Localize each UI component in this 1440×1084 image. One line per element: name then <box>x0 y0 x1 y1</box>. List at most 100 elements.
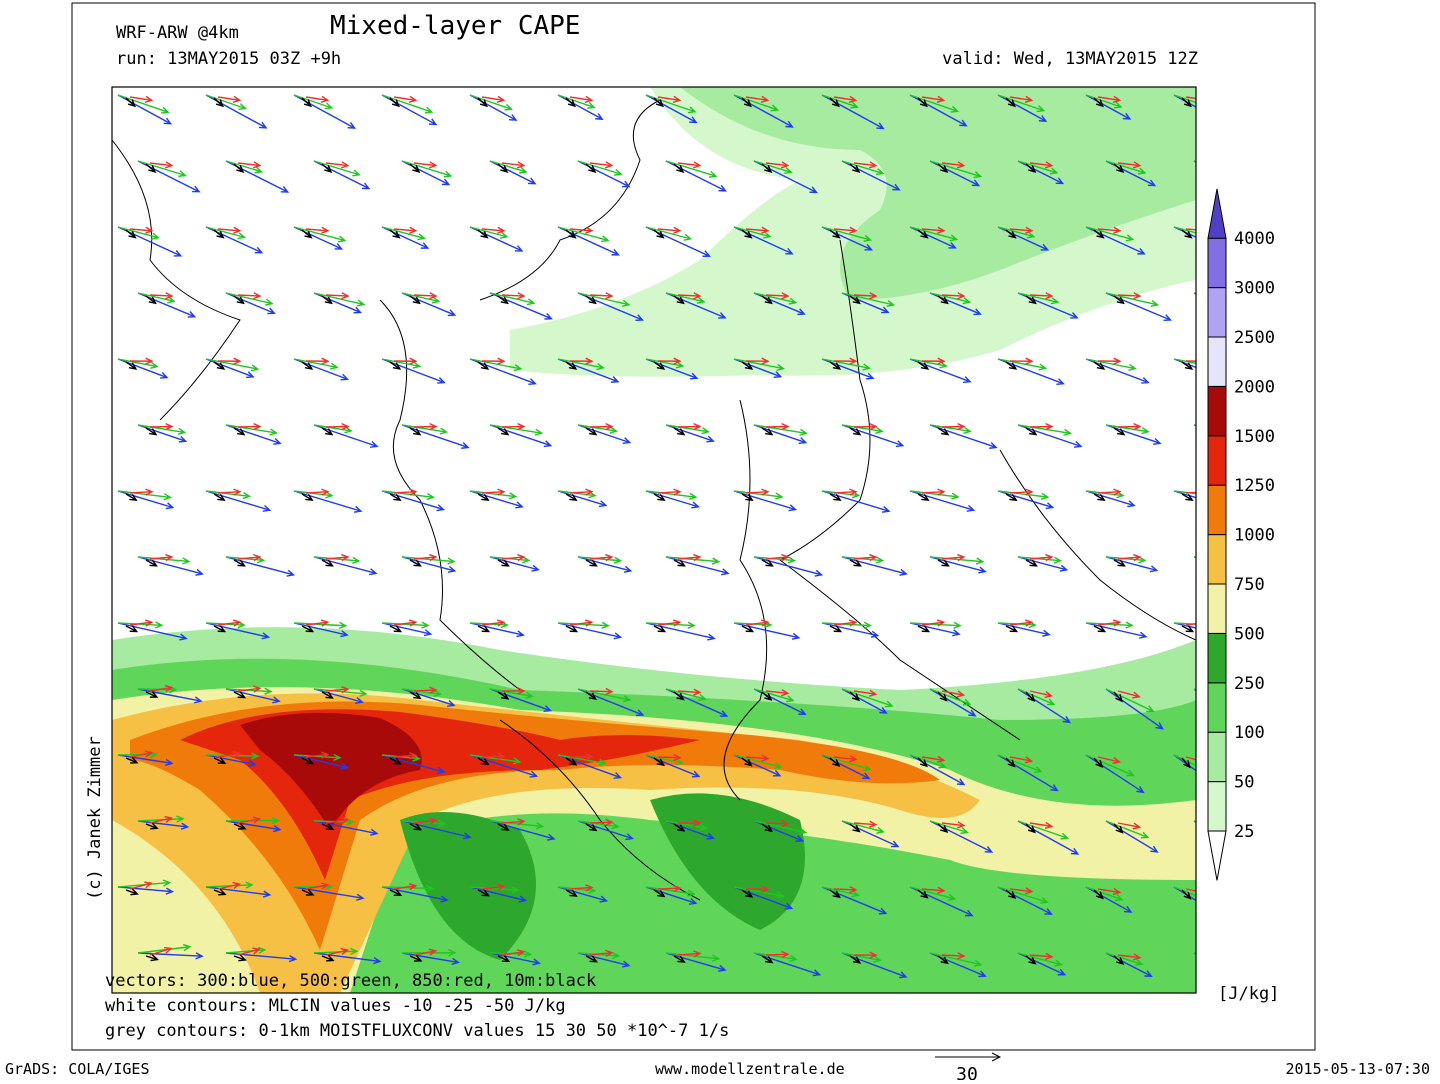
wind-arrow <box>741 889 754 898</box>
wind-arrow <box>413 423 438 431</box>
wind-arrow <box>1105 424 1150 435</box>
wind-arrow <box>665 952 721 962</box>
wind-arrow <box>1185 96 1196 100</box>
wind-arrow <box>577 952 631 968</box>
wind-arrow <box>125 493 138 502</box>
wind-arrow <box>205 358 260 372</box>
wind-arrow <box>921 886 946 894</box>
wind-arrow <box>853 553 878 562</box>
wind-arrow <box>909 226 959 242</box>
wind-arrow <box>1173 622 1196 625</box>
wind-arrow <box>853 820 878 828</box>
wind-arrow <box>645 621 696 629</box>
wind-arrow <box>477 889 491 897</box>
wind-arrow <box>909 622 961 637</box>
wind-arrow <box>917 625 931 633</box>
wind-arrow <box>909 754 947 769</box>
wind-arrow <box>645 358 685 369</box>
wind-arrow <box>565 493 578 502</box>
wind-arrow <box>753 424 808 445</box>
wind-arrow <box>821 226 873 242</box>
wind-arrow <box>293 490 363 513</box>
wind-arrow <box>389 493 402 502</box>
wind-arrow <box>941 821 966 829</box>
wind-arrow <box>393 619 418 627</box>
wind-arrow <box>733 754 783 770</box>
wind-arrow <box>733 358 783 378</box>
colorbar-box <box>1207 287 1227 338</box>
wind-arrow <box>1025 163 1037 173</box>
wind-arrow <box>557 621 610 629</box>
wind-arrow <box>149 161 174 169</box>
wind-arrow <box>673 559 686 567</box>
wind-arrow <box>841 556 908 576</box>
wind-arrow <box>313 160 361 177</box>
wind-arrow <box>997 622 1051 637</box>
wind-arrow <box>745 488 770 496</box>
wind-arrow <box>293 226 347 243</box>
wind-arrow <box>1029 821 1054 830</box>
wind-arrow <box>1105 292 1160 308</box>
wind-arrow <box>1185 756 1196 761</box>
wind-arrow <box>1029 161 1054 169</box>
wind-arrow <box>1113 295 1125 305</box>
colorbar-box <box>1207 237 1227 289</box>
wind-arrow <box>1085 94 1123 109</box>
wind-arrow <box>1185 360 1196 362</box>
wind-arrow <box>137 160 187 178</box>
wind-arrow <box>117 226 160 240</box>
wind-arrow <box>937 295 949 305</box>
wind-arrow <box>765 819 790 828</box>
wind-arrow <box>393 95 418 103</box>
wind-arrow <box>489 160 528 174</box>
wind-arrow <box>1206 955 1228 961</box>
wind-arrow <box>1193 952 1196 955</box>
wind-arrow <box>1005 229 1017 239</box>
wind-arrow <box>409 823 423 831</box>
wind-arrow <box>401 424 449 435</box>
wind-arrow <box>233 295 245 305</box>
wind-arrow <box>665 424 715 443</box>
wind-arrow <box>1085 754 1145 794</box>
wind-arrow <box>501 949 526 957</box>
wind-arrow <box>929 688 972 706</box>
wind-arrow <box>117 94 173 125</box>
wind-arrow <box>321 691 334 699</box>
wind-arrow <box>741 757 753 767</box>
colorbar-box <box>1207 731 1227 783</box>
wind-arrow <box>205 490 272 512</box>
wind-arrow <box>389 889 403 896</box>
wind-arrow <box>237 553 262 562</box>
wind-arrow <box>921 619 946 627</box>
run-label: run: 13MAY2015 03Z +9h <box>116 49 341 69</box>
wind-arrow <box>149 815 174 824</box>
colorbar-triangle <box>1207 188 1227 239</box>
wind-arrow <box>325 816 350 825</box>
wind-arrow <box>129 357 154 365</box>
wind-arrow <box>917 757 928 768</box>
wind-arrow <box>301 229 313 239</box>
wind-arrow <box>469 358 537 385</box>
wind-arrow <box>677 161 702 169</box>
wind-arrow <box>469 94 518 121</box>
wind-arrow <box>653 229 665 239</box>
colorbar-label: 750 <box>1234 575 1265 595</box>
wind-arrow <box>481 883 506 891</box>
wind-arrow <box>1097 619 1122 627</box>
wind-arrow <box>321 954 335 962</box>
wind-arrow <box>401 424 470 449</box>
wind-arrow <box>481 619 506 627</box>
wind-arrow <box>477 757 490 766</box>
wind-arrow <box>841 688 888 714</box>
wind-arrow <box>481 357 506 365</box>
wind-arrow <box>497 295 509 305</box>
wind-arrow <box>557 94 604 120</box>
colorbar-label: 2000 <box>1234 377 1275 397</box>
wind-arrow <box>1085 886 1133 913</box>
wind-arrow <box>469 94 514 111</box>
wind-arrow <box>585 823 598 832</box>
wind-arrow <box>753 424 808 436</box>
wind-arrow <box>753 688 795 703</box>
footer-right: 2015-05-13-07:30 <box>1286 1060 1431 1078</box>
wind-arrow <box>841 820 885 834</box>
